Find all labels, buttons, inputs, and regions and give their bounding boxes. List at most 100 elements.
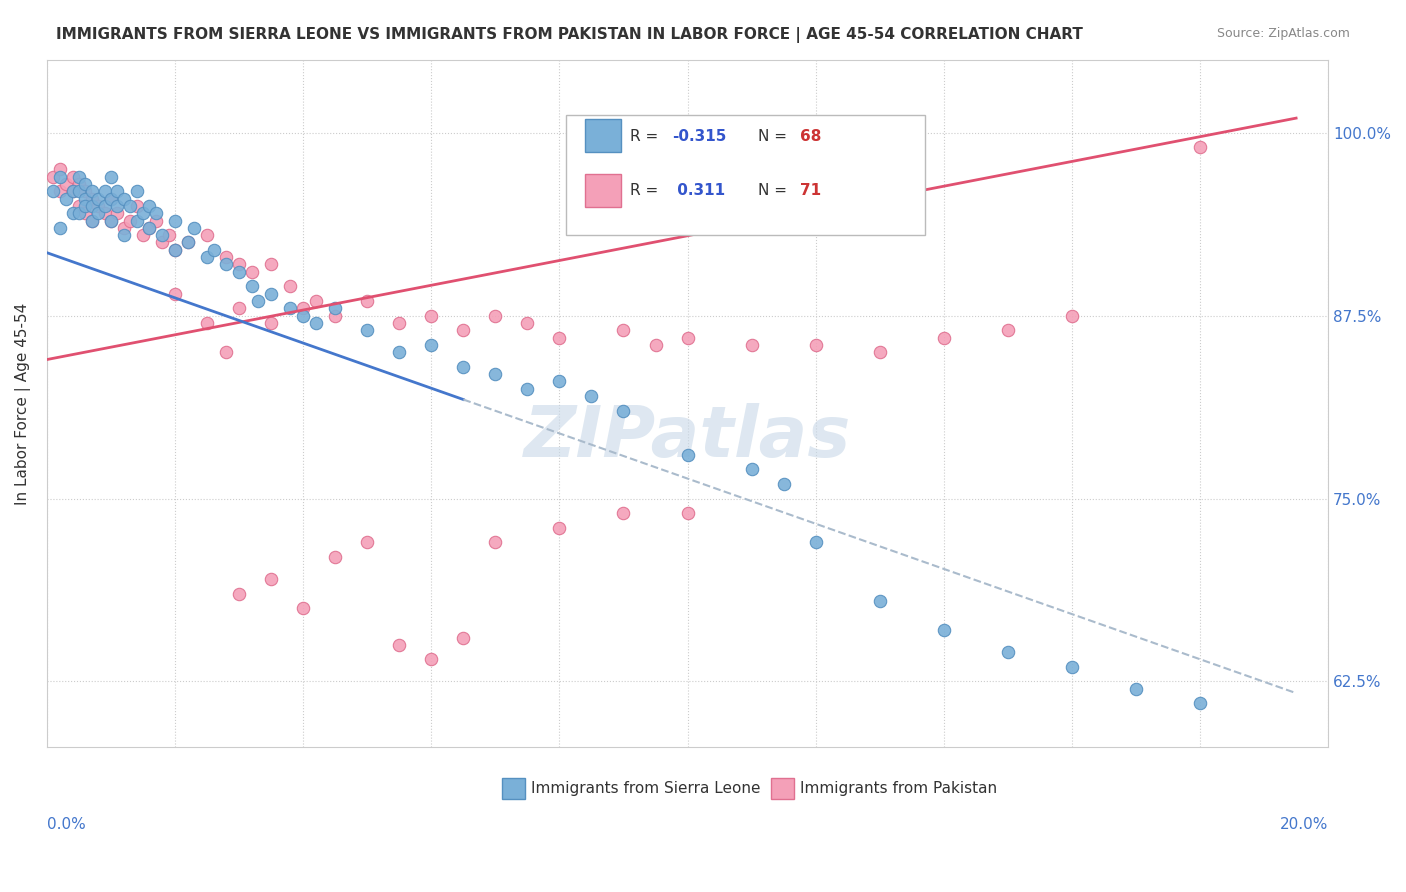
Point [75,206,97,220]
Point [240,279,263,293]
Text: 0.0%: 0.0% [46,817,86,832]
Text: N =: N = [758,183,792,198]
Point [112,220,135,235]
Point [125,213,148,227]
Point [228,301,250,316]
Point [388,316,411,330]
Point [228,265,250,279]
Point [997,645,1019,659]
Point [453,359,475,374]
Point [260,316,283,330]
Point [548,521,571,535]
Point [741,462,763,476]
Text: 0.311: 0.311 [672,183,725,198]
Point [100,169,122,184]
Point [280,279,302,293]
Text: Immigrants from Pakistan: Immigrants from Pakistan [800,781,997,796]
Point [75,184,97,198]
Point [67,199,90,213]
Point [323,301,346,316]
Point [305,293,328,308]
Point [107,184,129,198]
Point [62,184,84,198]
Point [215,257,238,271]
Point [644,338,666,352]
Point [932,624,955,638]
Point [132,206,155,220]
Point [420,309,443,323]
Point [676,448,699,462]
Point [356,535,378,549]
Point [80,184,103,198]
Point [869,345,891,359]
Point [49,162,72,177]
Point [75,192,97,206]
Point [87,199,110,213]
Point [62,169,84,184]
Point [420,652,443,666]
Bar [585,175,621,208]
Point [195,316,218,330]
Point [195,228,218,243]
Point [138,199,160,213]
Text: -0.315: -0.315 [672,129,727,145]
Point [165,286,187,301]
Point [49,220,72,235]
Point [93,206,115,220]
Point [453,631,475,645]
Point [87,206,110,220]
Text: N =: N = [758,129,792,145]
Point [292,309,315,323]
Point [932,330,955,344]
Point [260,572,283,586]
Text: Source: ZipAtlas.com: Source: ZipAtlas.com [1216,27,1350,40]
Point [305,316,328,330]
Point [132,228,155,243]
Point [388,345,411,359]
Point [125,184,148,198]
Point [388,638,411,652]
Point [215,250,238,264]
Text: 71: 71 [800,183,821,198]
Point [997,323,1019,337]
FancyBboxPatch shape [565,114,925,235]
Point [869,594,891,608]
Point [93,199,115,213]
Point [356,323,378,337]
Point [612,403,634,417]
Point [120,199,142,213]
Point [183,220,205,235]
Point [356,293,378,308]
Point [548,375,571,389]
Text: ZIPatlas: ZIPatlas [524,403,851,472]
Point [112,228,135,243]
Point [150,228,173,243]
Point [80,192,103,206]
Point [612,506,634,520]
Text: R =: R = [630,129,664,145]
Text: 68: 68 [800,129,821,145]
Point [280,301,302,316]
Point [42,169,65,184]
Point [157,228,180,243]
Point [772,476,794,491]
Point [177,235,200,250]
Point [420,338,443,352]
Point [202,243,225,257]
Point [138,220,160,235]
Point [612,323,634,337]
Point [323,549,346,564]
Text: R =: R = [630,183,664,198]
Point [228,587,250,601]
Point [80,213,103,227]
Point [67,177,90,191]
Point [240,265,263,279]
Point [100,192,122,206]
Point [100,213,122,227]
Point [42,184,65,198]
Point [62,206,84,220]
Point [215,345,238,359]
Point [145,206,167,220]
Point [516,316,538,330]
Point [138,220,160,235]
